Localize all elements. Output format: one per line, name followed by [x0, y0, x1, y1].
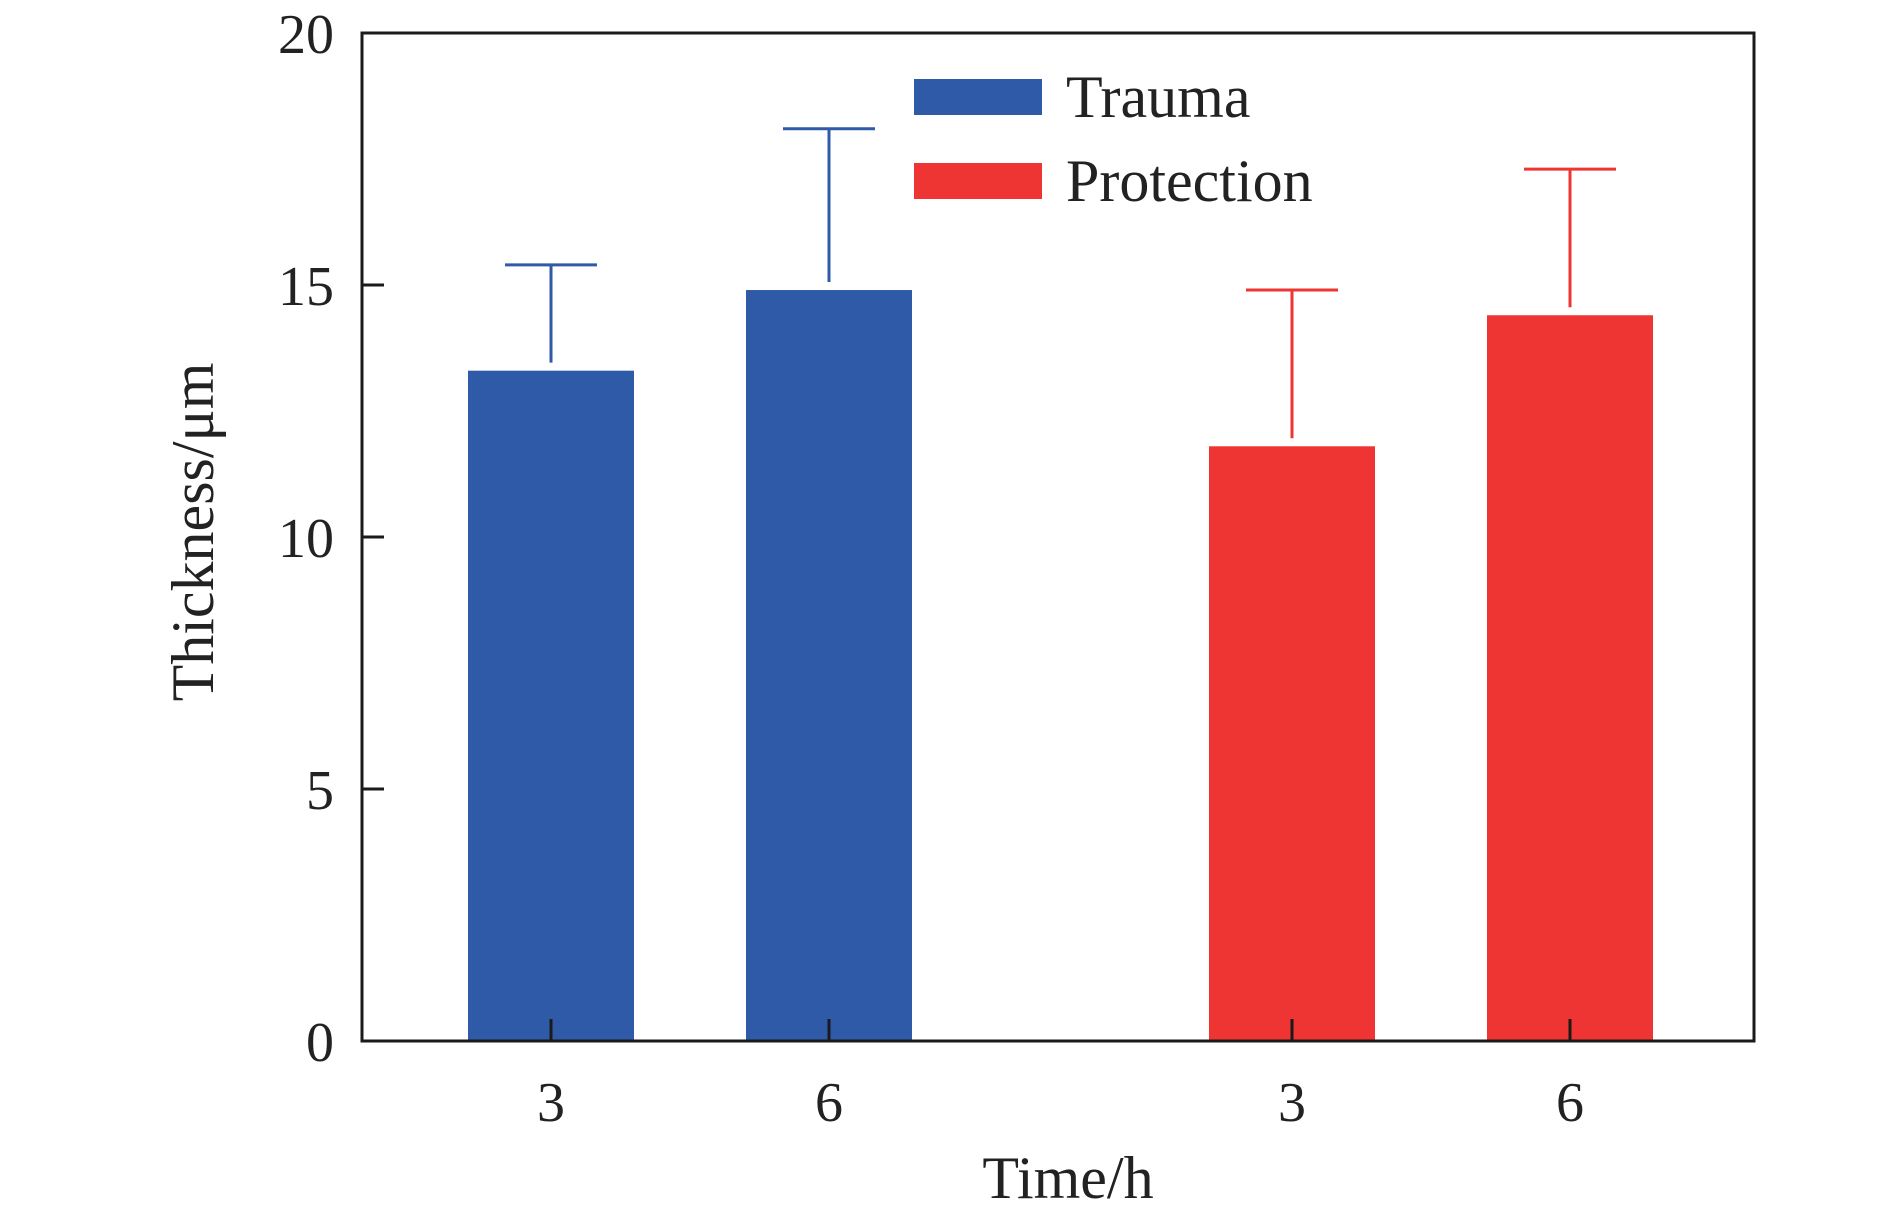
y-tick-label: 20: [278, 4, 334, 66]
bars-layer: [468, 290, 1653, 1041]
error-bars-layer: [505, 127, 1616, 439]
x-tick-label: 3: [1278, 1072, 1306, 1134]
error-bar-protection-6h: [1524, 167, 1616, 308]
error-bar-trauma-3h: [505, 263, 597, 363]
y-tick-label: 5: [306, 760, 334, 822]
x-axis-label: Time/h: [982, 1145, 1153, 1211]
legend-item-protection: Protection: [914, 148, 1313, 214]
bar-trauma-3h: [468, 370, 634, 1041]
x-tick-label: 6: [815, 1072, 843, 1134]
bar-protection-3h: [1209, 446, 1375, 1041]
bar-trauma-6h: [746, 290, 912, 1041]
legend-item-trauma: Trauma: [914, 64, 1250, 130]
error-bar-trauma-6h: [783, 127, 875, 283]
y-tick-label: 10: [278, 508, 334, 570]
legend-label: Trauma: [1066, 64, 1250, 130]
bar-protection-6h: [1487, 315, 1653, 1041]
error-bar-protection-3h: [1246, 288, 1338, 439]
y-tick-label: 15: [278, 256, 334, 318]
legend-swatch: [914, 79, 1042, 115]
legend-label: Protection: [1066, 148, 1313, 214]
legend-swatch: [914, 163, 1042, 199]
y-axis-label: Thickness/μm: [160, 363, 226, 702]
x-tick-label: 6: [1556, 1072, 1584, 1134]
y-axis: 0 5 10 15 20: [278, 4, 384, 1074]
y-tick-label: 0: [306, 1012, 334, 1074]
x-axis: 3 6 3 6: [537, 1019, 1584, 1134]
x-tick-label: 3: [537, 1072, 565, 1134]
legend: Trauma Protection: [914, 64, 1313, 214]
